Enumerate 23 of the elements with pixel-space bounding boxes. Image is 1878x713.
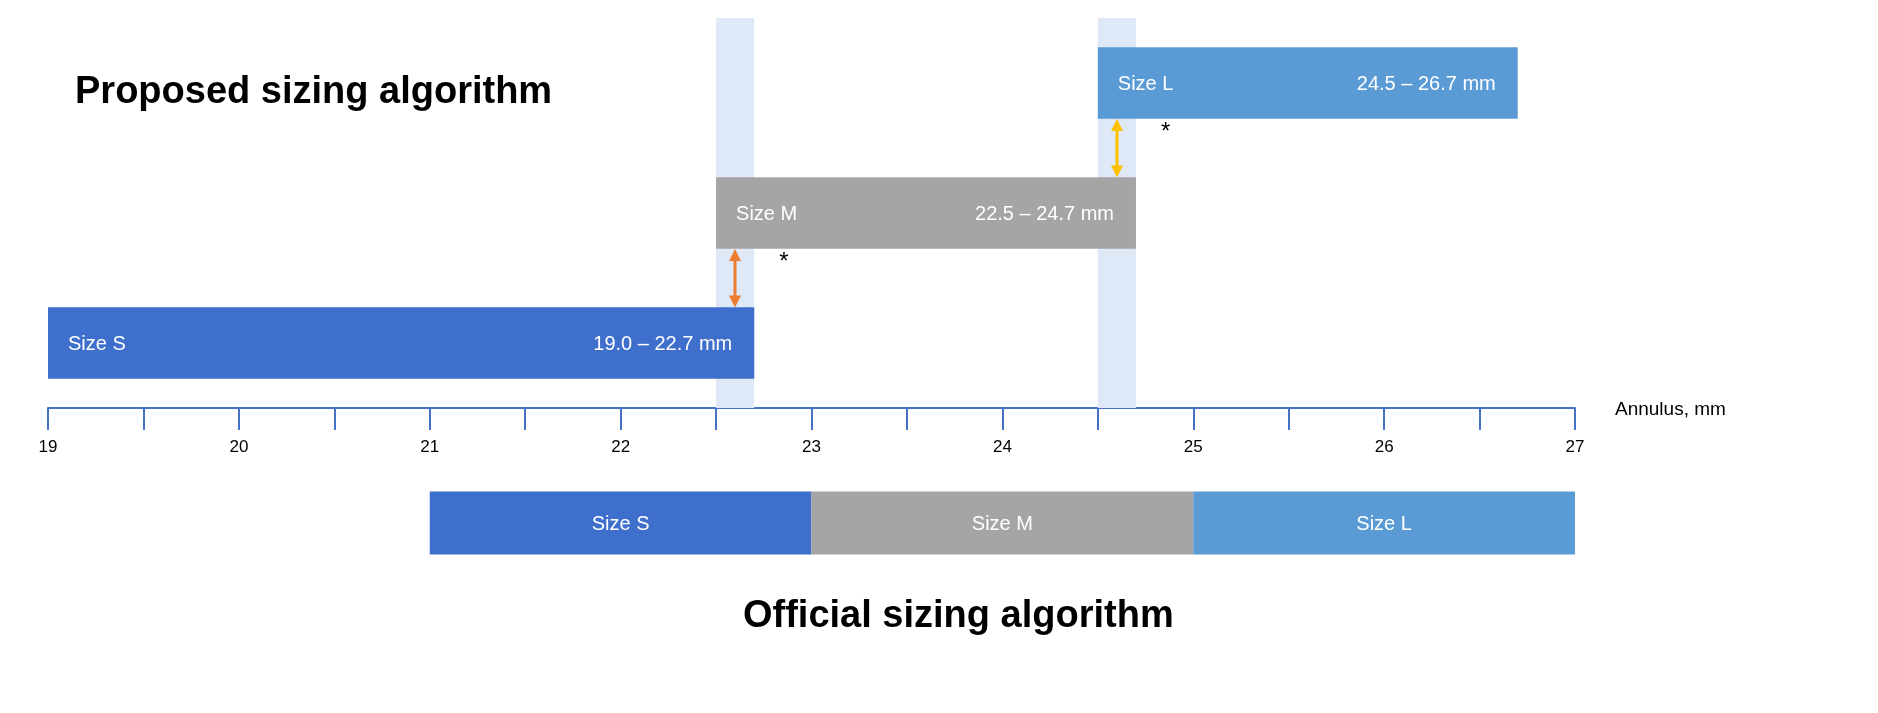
bar — [716, 177, 1136, 249]
x-tick-label: 26 — [1374, 437, 1394, 456]
annotation: * — [1160, 116, 1171, 144]
x-tick-label: 21 — [420, 437, 440, 456]
text: Proposed sizing algorithm — [75, 69, 553, 111]
x-tick-label: 27 — [1565, 437, 1585, 456]
x-tick-label: 25 — [1183, 437, 1203, 456]
x-tick-label: 24 — [992, 437, 1012, 456]
annotation: 24.5 – 26.7 mm — [1356, 72, 1496, 94]
series-label: Size M — [971, 512, 1033, 534]
annotation: * — [779, 246, 789, 274]
x-tick-label: 19 — [38, 437, 58, 456]
x-tick-label: 23 — [802, 437, 821, 456]
x-axis-title: Annulus, mm — [1615, 397, 1726, 419]
bar — [48, 307, 755, 379]
text: Official sizing algorithm — [743, 593, 1174, 635]
x-tick-label: 20 — [229, 437, 249, 456]
annotation: 22.5 – 24.7 mm — [975, 202, 1114, 224]
annotation: 19.0 – 22.7 mm — [593, 332, 733, 354]
x-tick-label: 22 — [611, 437, 631, 456]
bar — [1097, 47, 1518, 119]
series-label: Size L — [1356, 512, 1412, 534]
series-label: Size S — [591, 512, 650, 534]
